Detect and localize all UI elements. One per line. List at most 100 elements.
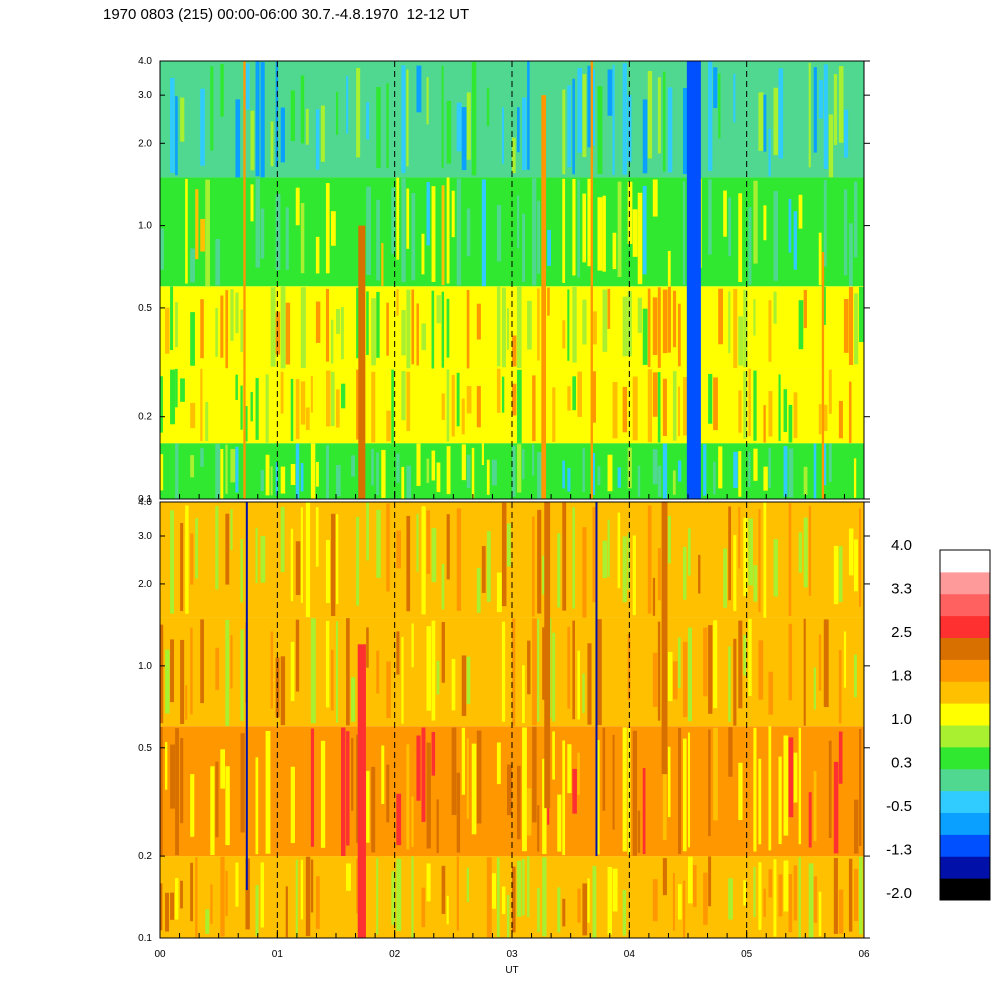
- colorbar-swatch: [940, 834, 990, 857]
- streak: [243, 61, 246, 499]
- texture-cell: [582, 883, 588, 936]
- texture-cell: [587, 643, 592, 725]
- texture-cell: [426, 510, 431, 574]
- texture-cell: [431, 450, 436, 481]
- texture-cell: [838, 546, 843, 603]
- texture-cell: [160, 726, 163, 856]
- texture-cell: [853, 799, 859, 854]
- texture-cell: [768, 300, 772, 362]
- texture-cell: [798, 532, 803, 573]
- texture-cell: [592, 453, 595, 495]
- y-tick-label: 4.0: [138, 56, 152, 67]
- texture-cell: [461, 398, 465, 435]
- texture-cell: [763, 502, 767, 618]
- texture-cell: [235, 374, 238, 401]
- texture-cell: [285, 302, 291, 365]
- texture-cell: [828, 114, 834, 178]
- texture-cell: [592, 311, 597, 345]
- texture-cell: [305, 108, 309, 145]
- texture-cell: [230, 289, 234, 341]
- texture-cell: [471, 447, 475, 499]
- texture-cell: [803, 618, 806, 726]
- texture-cell: [662, 729, 667, 841]
- texture-cell: [522, 727, 527, 852]
- texture-cell: [823, 443, 827, 486]
- texture-cell: [200, 299, 204, 359]
- texture-cell: [793, 865, 798, 921]
- texture-cell: [667, 286, 671, 353]
- texture-cell: [512, 618, 516, 727]
- texture-cell: [320, 105, 325, 162]
- texture-cell: [672, 290, 677, 348]
- texture-cell: [853, 458, 857, 498]
- texture-cell: [451, 658, 456, 711]
- texture-cell: [401, 371, 406, 421]
- texture-cell: [220, 295, 224, 358]
- texture-cell: [788, 448, 794, 498]
- texture-cell: [537, 288, 540, 361]
- texture-cell: [562, 89, 566, 175]
- texture-cell: [718, 288, 723, 345]
- texture-cell: [587, 178, 592, 267]
- texture-cell: [180, 639, 185, 725]
- texture-cell: [823, 180, 827, 267]
- colorbar-label: -2.0: [886, 885, 912, 902]
- texture-cell: [547, 287, 550, 316]
- texture-cell: [285, 886, 288, 938]
- texture-cell: [346, 731, 350, 846]
- texture-cell: [421, 506, 426, 615]
- texture-cell: [255, 757, 259, 855]
- texture-cell: [627, 447, 632, 489]
- texture-cell: [416, 443, 421, 486]
- texture-cell: [552, 731, 555, 780]
- texture-cell: [366, 102, 370, 140]
- texture-cell: [773, 191, 779, 281]
- texture-cell: [195, 518, 199, 579]
- texture-cell: [848, 287, 854, 366]
- texture-cell: [798, 857, 801, 938]
- texture-cell: [773, 87, 779, 156]
- texture-cell: [632, 376, 638, 441]
- texture-cell: [637, 810, 641, 853]
- texture-cell: [798, 727, 802, 845]
- texture-cell: [728, 727, 733, 777]
- y-tick-label: 0.2: [138, 412, 152, 423]
- texture-cell: [371, 371, 376, 443]
- texture-cell: [330, 211, 336, 246]
- texture-cell: [426, 182, 430, 246]
- texture-cell: [501, 502, 507, 607]
- texture-cell: [406, 289, 411, 369]
- texture-cell: [517, 860, 522, 917]
- y-tick-label: 0.5: [138, 743, 152, 754]
- texture-cell: [290, 463, 296, 485]
- texture-cell: [803, 466, 808, 495]
- texture-cell: [220, 749, 226, 789]
- texture-cell: [537, 452, 542, 499]
- texture-cell: [210, 766, 215, 856]
- texture-cell: [627, 181, 633, 244]
- texture-cell: [190, 627, 193, 715]
- texture-cell: [562, 740, 566, 856]
- texture-cell: [220, 64, 224, 117]
- texture-cell: [215, 238, 221, 286]
- texture-cell: [708, 179, 712, 255]
- texture-cell: [275, 462, 278, 496]
- texture-cell: [195, 189, 199, 260]
- colorbar-swatch: [940, 746, 990, 770]
- texture-cell: [396, 793, 402, 846]
- texture-cell: [517, 107, 520, 153]
- texture-cell: [170, 744, 175, 809]
- texture-cell: [406, 465, 412, 499]
- texture-cell: [421, 323, 427, 351]
- texture-cell: [225, 290, 229, 369]
- texture-cell: [280, 286, 286, 369]
- texture-cell: [406, 69, 409, 167]
- texture-cell: [461, 444, 466, 481]
- texture-cell: [416, 65, 422, 113]
- texture-cell: [577, 67, 583, 153]
- texture-cell: [175, 96, 178, 176]
- texture-cell: [858, 286, 864, 343]
- texture-cell: [426, 626, 431, 711]
- texture-cell: [381, 745, 385, 805]
